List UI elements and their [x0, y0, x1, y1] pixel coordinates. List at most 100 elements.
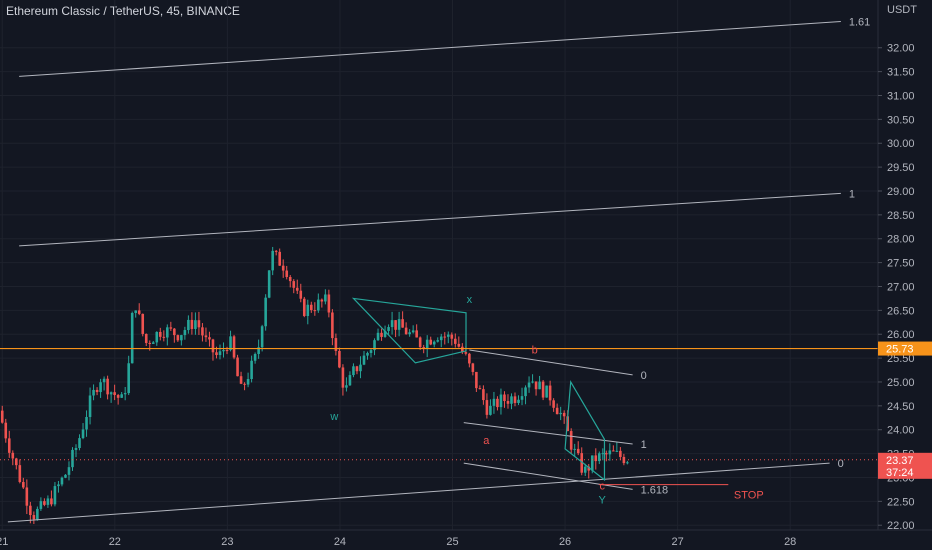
candle-body [531, 381, 534, 383]
candle-body [541, 381, 545, 398]
candle-body [366, 352, 369, 356]
y-tick-label: 25.50 [887, 353, 915, 365]
stop-label: STOP [734, 490, 764, 502]
x-tick-label: 22 [109, 536, 121, 548]
candle-body [510, 396, 513, 404]
candle-body [144, 333, 148, 343]
candle-body [411, 330, 415, 333]
wave-label: x [467, 294, 473, 306]
candle-body [158, 331, 162, 337]
candle-body [534, 381, 538, 390]
y-tick-label: 25.00 [887, 377, 915, 389]
candle-body [187, 319, 190, 331]
y-tick-label: 29.00 [887, 186, 915, 198]
candle-body [18, 465, 22, 483]
candle-body [362, 355, 366, 365]
candle-body [468, 353, 471, 364]
candle-body [246, 379, 250, 385]
candle-body [106, 378, 109, 395]
candle-body [348, 375, 352, 386]
candle-body [383, 330, 387, 337]
candle-body [478, 388, 482, 390]
fib-line [19, 20, 841, 77]
candle-body [457, 343, 461, 347]
time-axis [0, 530, 932, 550]
fib-line [463, 462, 633, 490]
wave-label: b [532, 344, 538, 356]
candle-body [127, 363, 130, 394]
last-price-label: 23.37 [886, 455, 914, 467]
candle-body [141, 313, 145, 334]
candle-body [345, 385, 348, 388]
wave-label: a [483, 435, 490, 447]
candle-body [415, 330, 418, 338]
candle-body [317, 299, 320, 311]
candle-body [215, 352, 218, 356]
candle-body [67, 467, 71, 475]
candle-body [71, 449, 74, 468]
candle-body [201, 327, 204, 336]
y-tick-label: 24.50 [887, 401, 915, 413]
candle-body [151, 342, 155, 344]
candle-body [373, 340, 376, 351]
fib-label: 1.618 [641, 484, 669, 496]
candle-body [183, 330, 187, 336]
candle-body [166, 327, 169, 338]
candle-body [313, 310, 317, 312]
candle-body [194, 320, 197, 329]
candle-body [102, 378, 106, 383]
candle-body [552, 400, 555, 408]
candle-body [57, 484, 60, 487]
candle-body [208, 337, 211, 340]
candle-body [148, 342, 152, 344]
y-tick-label: 27.50 [887, 258, 915, 270]
y-tick-label: 26.00 [887, 329, 915, 341]
candle-body [408, 332, 411, 335]
candle-body [225, 350, 229, 352]
candle-body [285, 270, 289, 277]
candle-body [446, 334, 450, 337]
candle-body [461, 346, 464, 353]
x-tick-label: 24 [334, 536, 346, 548]
candle-body [137, 310, 141, 314]
y-tick-label: 31.00 [887, 90, 915, 102]
candle-body [281, 265, 285, 271]
candle-body [615, 450, 619, 452]
candle-body [475, 371, 478, 389]
candle-body [236, 357, 239, 377]
candle-body [295, 287, 299, 291]
candle-body [436, 340, 440, 342]
candle-body [492, 398, 496, 406]
candle-body [134, 310, 138, 313]
candle-body [0, 410, 4, 423]
candle-body [53, 486, 57, 505]
candle-body [50, 498, 53, 505]
candle-body [471, 363, 475, 372]
candle-body [123, 393, 127, 395]
candle-body [555, 407, 559, 415]
candle-body [583, 466, 587, 473]
wave-label: Y [599, 495, 607, 507]
candle-body [338, 350, 341, 368]
candle-body [243, 383, 246, 385]
candle-body [626, 462, 629, 464]
candle-body [278, 251, 281, 266]
candle-body [14, 458, 18, 466]
candle-body [576, 448, 580, 454]
candle-body [355, 366, 359, 372]
fib-line [469, 349, 633, 376]
candle-body [74, 448, 78, 450]
candle-body [36, 508, 39, 520]
candle-body [78, 438, 81, 449]
level-price-label: 25.73 [886, 344, 914, 356]
candle-body [443, 336, 447, 338]
currency-label: USDT [887, 4, 917, 16]
candle-body [92, 389, 95, 396]
x-tick-label: 28 [784, 536, 796, 548]
candle-body [485, 400, 489, 415]
candle-body [173, 328, 176, 336]
candle-body [394, 320, 397, 330]
chart-title: Ethereum Classic / TetherUS, 45, BINANCE [6, 4, 240, 18]
candle-body [299, 290, 303, 299]
